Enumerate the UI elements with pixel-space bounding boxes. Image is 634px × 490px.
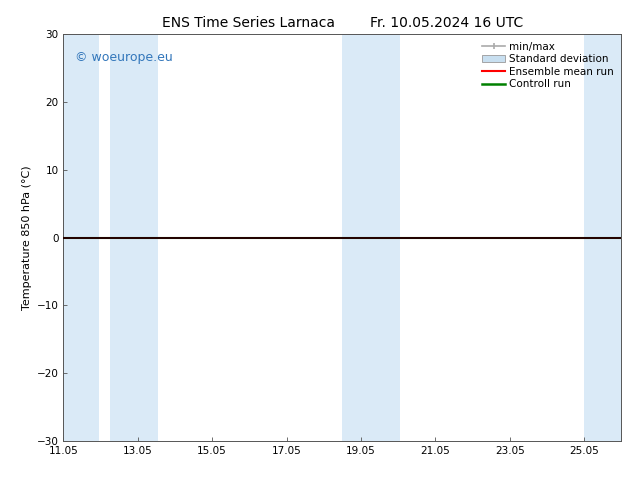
- Y-axis label: Temperature 850 hPa (°C): Temperature 850 hPa (°C): [22, 165, 32, 310]
- Bar: [342, 34, 400, 441]
- Bar: [584, 34, 621, 441]
- Title: ENS Time Series Larnaca        Fr. 10.05.2024 16 UTC: ENS Time Series Larnaca Fr. 10.05.2024 1…: [162, 16, 523, 30]
- Bar: [110, 34, 158, 441]
- Text: © woeurope.eu: © woeurope.eu: [75, 50, 172, 64]
- Legend: min/max, Standard deviation, Ensemble mean run, Controll run: min/max, Standard deviation, Ensemble me…: [480, 40, 616, 92]
- Bar: [63, 34, 99, 441]
